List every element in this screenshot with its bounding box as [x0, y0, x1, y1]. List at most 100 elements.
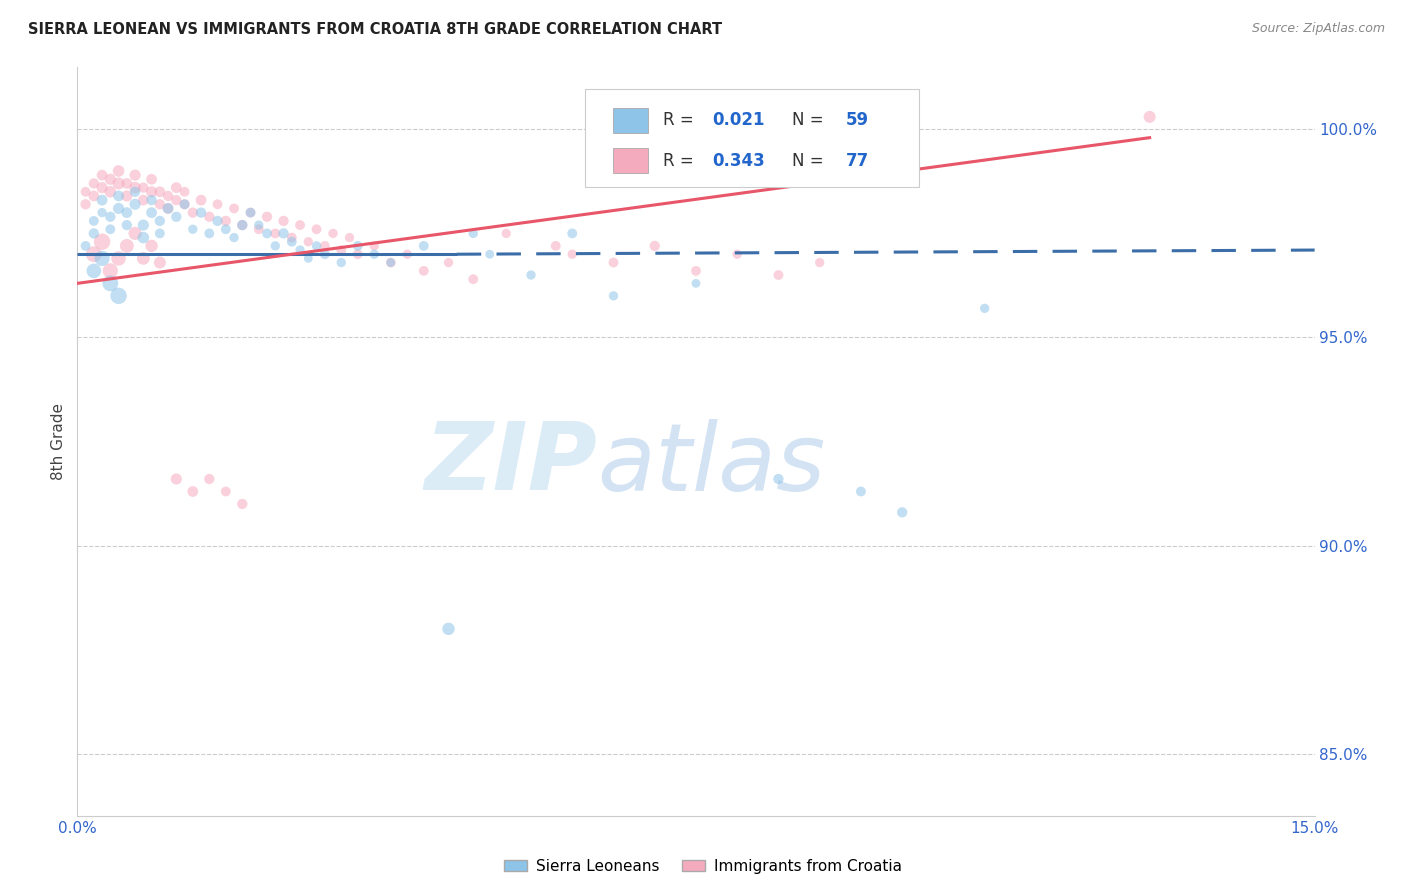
Point — [247, 218, 270, 232]
Point — [107, 164, 129, 178]
Point — [132, 193, 155, 207]
Point — [91, 168, 114, 182]
Point — [281, 230, 304, 244]
Point — [75, 185, 97, 199]
Point — [83, 177, 105, 191]
Point — [297, 235, 319, 249]
Point — [495, 227, 517, 241]
Point — [305, 239, 328, 253]
Point — [239, 205, 262, 219]
Point — [181, 484, 204, 499]
Point — [561, 227, 583, 241]
Point — [83, 264, 105, 278]
Point — [132, 218, 155, 232]
Text: 77: 77 — [845, 152, 869, 169]
Point — [115, 218, 138, 232]
Point — [602, 289, 624, 303]
Point — [107, 189, 129, 203]
Text: N =: N = — [793, 112, 830, 129]
Point — [215, 484, 238, 499]
Point — [141, 172, 163, 186]
Point — [602, 255, 624, 269]
Text: SIERRA LEONEAN VS IMMIGRANTS FROM CROATIA 8TH GRADE CORRELATION CHART: SIERRA LEONEAN VS IMMIGRANTS FROM CROATI… — [28, 22, 723, 37]
Point — [264, 239, 287, 253]
Point — [322, 227, 344, 241]
Point — [83, 227, 105, 241]
Text: 0.021: 0.021 — [711, 112, 765, 129]
Point — [215, 222, 238, 236]
Point — [478, 247, 501, 261]
Point — [115, 239, 138, 253]
Point — [98, 277, 121, 291]
Point — [380, 255, 402, 269]
Point — [198, 227, 221, 241]
Point — [346, 239, 368, 253]
Point — [437, 622, 460, 636]
Legend: Sierra Leoneans, Immigrants from Croatia: Sierra Leoneans, Immigrants from Croatia — [498, 853, 908, 880]
Point — [363, 239, 385, 253]
Point — [644, 239, 666, 253]
Point — [83, 189, 105, 203]
Point — [247, 222, 270, 236]
Point — [330, 243, 353, 257]
Point — [98, 172, 121, 186]
Point — [107, 252, 129, 266]
Point — [207, 197, 229, 211]
Point — [273, 214, 295, 228]
Point — [215, 214, 238, 228]
Text: R =: R = — [662, 112, 699, 129]
Point — [305, 222, 328, 236]
FancyBboxPatch shape — [585, 89, 918, 186]
Point — [544, 239, 567, 253]
Point — [239, 205, 262, 219]
Point — [141, 205, 163, 219]
Point — [273, 227, 295, 241]
Point — [264, 227, 287, 241]
Point — [115, 205, 138, 219]
Point — [157, 202, 180, 216]
Point — [380, 255, 402, 269]
Point — [98, 185, 121, 199]
Text: 59: 59 — [845, 112, 869, 129]
Point — [190, 205, 212, 219]
Point — [412, 264, 434, 278]
Point — [281, 235, 304, 249]
Point — [190, 193, 212, 207]
Point — [297, 252, 319, 266]
Point — [165, 472, 187, 486]
Point — [165, 193, 187, 207]
Point — [91, 252, 114, 266]
Point — [98, 222, 121, 236]
Point — [1139, 110, 1161, 124]
Point — [181, 205, 204, 219]
Point — [808, 255, 831, 269]
Point — [768, 472, 790, 486]
Point — [141, 193, 163, 207]
Point — [725, 247, 748, 261]
Point — [149, 255, 172, 269]
Point — [173, 185, 195, 199]
Point — [157, 202, 180, 216]
FancyBboxPatch shape — [613, 108, 648, 133]
Point — [132, 180, 155, 194]
Point — [107, 177, 129, 191]
Point — [173, 197, 195, 211]
Point — [207, 214, 229, 228]
Point — [124, 227, 146, 241]
Point — [437, 255, 460, 269]
FancyBboxPatch shape — [613, 148, 648, 173]
Point — [132, 252, 155, 266]
Point — [124, 180, 146, 194]
Point — [973, 301, 995, 316]
Point — [520, 268, 543, 282]
Point — [98, 264, 121, 278]
Point — [222, 202, 245, 216]
Y-axis label: 8th Grade: 8th Grade — [51, 403, 66, 480]
Point — [685, 277, 707, 291]
Point — [463, 227, 485, 241]
Point — [849, 484, 872, 499]
Point — [91, 205, 114, 219]
Text: R =: R = — [662, 152, 699, 169]
Point — [132, 230, 155, 244]
Point — [330, 255, 353, 269]
